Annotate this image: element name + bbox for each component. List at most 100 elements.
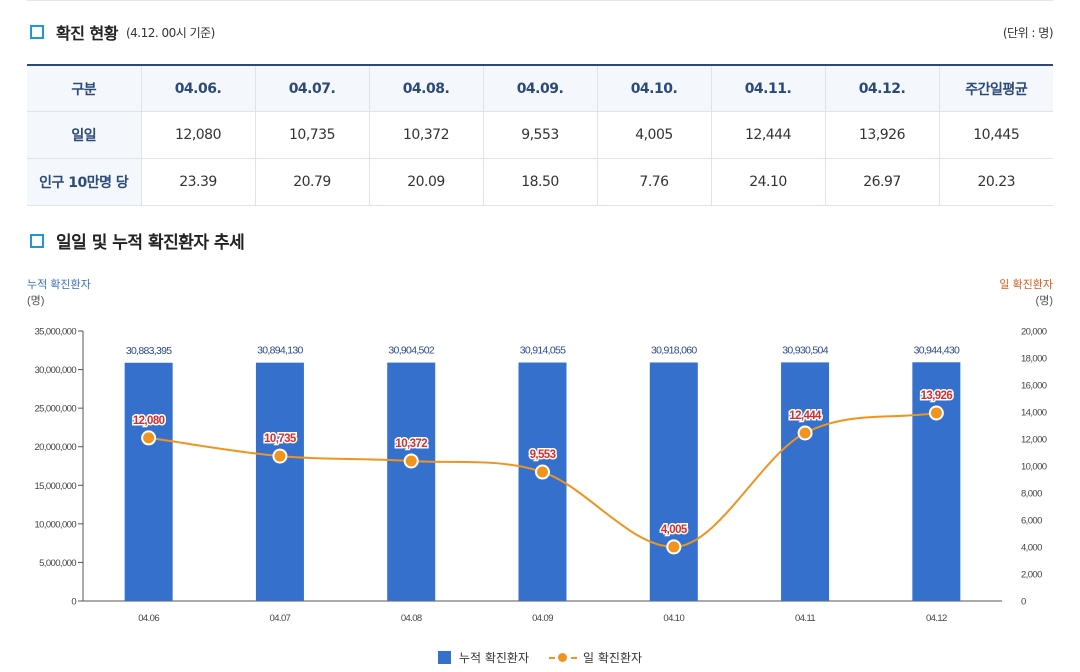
daily-point <box>928 405 944 421</box>
cumulative-bar <box>387 362 436 601</box>
legend-item-cumulative[interactable]: 누적 확진환자 <box>437 649 530 666</box>
right-axis-title: 일 확진환자 <box>999 277 1053 291</box>
bar-value-label: 30,918,060 <box>651 344 697 356</box>
left-axis-tick-label: 25,000,000 <box>34 404 76 415</box>
table-row-daily: 일일 12,080 10,735 10,372 9,553 4,005 12,4… <box>27 111 1053 159</box>
legend-label: 일 확진환자 <box>583 651 643 665</box>
table-cell: 20.09 <box>368 158 484 206</box>
section-header-trend: 일일 및 누적 확진환자 추세 <box>30 228 245 253</box>
table-header-row: 구분 04.06. 04.07. 04.08. 04.09. 04.10. 04… <box>27 64 1053 112</box>
point-value-label: 9,553 <box>530 449 556 461</box>
table-cell: 10,735 <box>254 111 370 159</box>
x-axis-tick-label: 04.06 <box>138 613 159 624</box>
table-cell: 24.10 <box>710 158 826 206</box>
point-value-label: 10,372 <box>395 438 427 450</box>
column-header: 04.07. <box>254 64 370 112</box>
table-cell: 4,005 <box>596 111 712 159</box>
table-cell: 23.39 <box>140 158 256 206</box>
bar-value-label: 30,894,130 <box>257 345 303 357</box>
table-cell: 9,553 <box>482 111 598 159</box>
section-header-status: 확진 현황 (4.12. 00시 기준) <box>30 20 215 44</box>
right-axis-tick-label: 8,000 <box>1021 489 1042 500</box>
table-cell: 18.50 <box>482 158 598 206</box>
legend-item-daily[interactable]: 일 확진환자 <box>549 649 642 666</box>
table-cell: 7.76 <box>596 158 712 206</box>
column-header: 04.09. <box>482 64 598 112</box>
point-value-label: 12,444 <box>789 410 822 422</box>
left-axis-tick-label: 35,000,000 <box>34 327 76 338</box>
section-title: 확진 현황 <box>56 24 118 43</box>
x-axis-tick-label: 04.12 <box>926 613 947 624</box>
right-axis-tick-label: 4,000 <box>1021 543 1042 554</box>
x-axis-tick-label: 04.11 <box>795 613 815 624</box>
right-axis-tick-label: 10,000 <box>1021 462 1047 473</box>
daily-point <box>141 430 157 446</box>
table-cell: 20.79 <box>254 158 370 206</box>
left-axis-title: 누적 확진환자 <box>27 278 91 291</box>
cumulative-bar <box>912 362 961 601</box>
right-axis-tick-label: 14,000 <box>1021 408 1047 419</box>
left-axis-tick-label: 10,000,000 <box>34 519 76 530</box>
daily-point <box>403 453 419 469</box>
status-table: 구분 04.06. 04.07. 04.08. 04.09. 04.10. 04… <box>27 64 1053 206</box>
x-axis-tick-label: 04.07 <box>270 613 291 624</box>
x-axis-tick-label: 04.10 <box>663 613 684 624</box>
bar-value-label: 30,944,430 <box>914 344 960 356</box>
column-header: 04.10. <box>596 64 712 112</box>
daily-point <box>666 539 682 555</box>
table-row-per-100k: 인구 10만명 당 23.39 20.79 20.09 18.50 7.76 2… <box>27 158 1053 206</box>
top-divider <box>27 0 1053 1</box>
column-header: 04.06. <box>140 64 256 112</box>
table-cell: 10,372 <box>368 111 484 159</box>
point-value-label: 10,735 <box>264 433 297 445</box>
left-axis-tick-label: 30,000,000 <box>34 365 76 376</box>
bar-value-label: 30,883,395 <box>126 345 172 357</box>
cumulative-bar <box>518 362 567 601</box>
column-header: 04.11. <box>710 64 826 112</box>
right-axis-tick-label: 16,000 <box>1021 381 1047 392</box>
square-bullet-icon <box>30 25 44 39</box>
row-header: 일일 <box>27 111 142 159</box>
right-axis-tick-label: 0 <box>1021 597 1026 608</box>
table-cell: 10,445 <box>938 111 1053 159</box>
right-axis-tick-label: 20,000 <box>1021 327 1047 338</box>
right-axis-tick-label: 6,000 <box>1021 516 1042 527</box>
table-cell: 26.97 <box>824 158 940 206</box>
right-axis-tick-label: 18,000 <box>1021 354 1047 365</box>
unit-label: (단위 : 명) <box>1002 26 1054 40</box>
daily-point <box>272 448 288 464</box>
point-value-label: 12,080 <box>133 415 165 427</box>
daily-point <box>797 425 813 441</box>
daily-point <box>535 464 550 480</box>
bar-value-label: 30,930,504 <box>782 344 828 356</box>
right-axis-unit: (명) <box>1036 294 1053 307</box>
table-cell: 20.23 <box>938 158 1053 206</box>
left-axis-tick-label: 0 <box>71 597 76 608</box>
cumulative-bar <box>649 362 698 601</box>
x-axis-tick-label: 04.08 <box>401 613 422 624</box>
section-title: 일일 및 누적 확진환자 추세 <box>56 233 245 253</box>
left-axis-tick-label: 15,000,000 <box>34 481 76 492</box>
trend-chart: 누적 확진환자 (명) 일 확진환자 (명) 0 5,000,000 10,000,000 1… <box>27 277 1053 624</box>
cumulative-bar <box>255 362 304 601</box>
bar-swatch-icon <box>437 651 451 664</box>
column-header: 구분 <box>27 64 142 112</box>
table-cell: 12,444 <box>710 111 826 159</box>
left-axis-tick-label: 20,000,000 <box>34 442 76 453</box>
cumulative-bar <box>124 362 173 601</box>
x-axis-tick-label: 04.09 <box>532 613 553 624</box>
chart-legend: 누적 확진환자 일 확진환자 <box>0 649 1080 666</box>
right-axis-tick-label: 12,000 <box>1021 435 1047 446</box>
bar-value-label: 30,914,055 <box>520 345 566 357</box>
left-axis-unit: (명) <box>27 294 44 307</box>
right-axis-tick-label: 2,000 <box>1021 570 1042 581</box>
square-bullet-icon <box>30 233 44 248</box>
point-value-label: 13,926 <box>921 390 953 402</box>
point-value-label: 4,005 <box>661 524 688 536</box>
left-axis-tick-label: 5,000,000 <box>39 558 76 569</box>
line-swatch-icon <box>549 651 578 664</box>
cumulative-bar <box>781 362 830 601</box>
section-basis-time: (4.12. 00시 기준) <box>125 25 215 40</box>
legend-label: 누적 확진환자 <box>458 651 530 665</box>
bar-value-label: 30,904,502 <box>388 345 434 357</box>
